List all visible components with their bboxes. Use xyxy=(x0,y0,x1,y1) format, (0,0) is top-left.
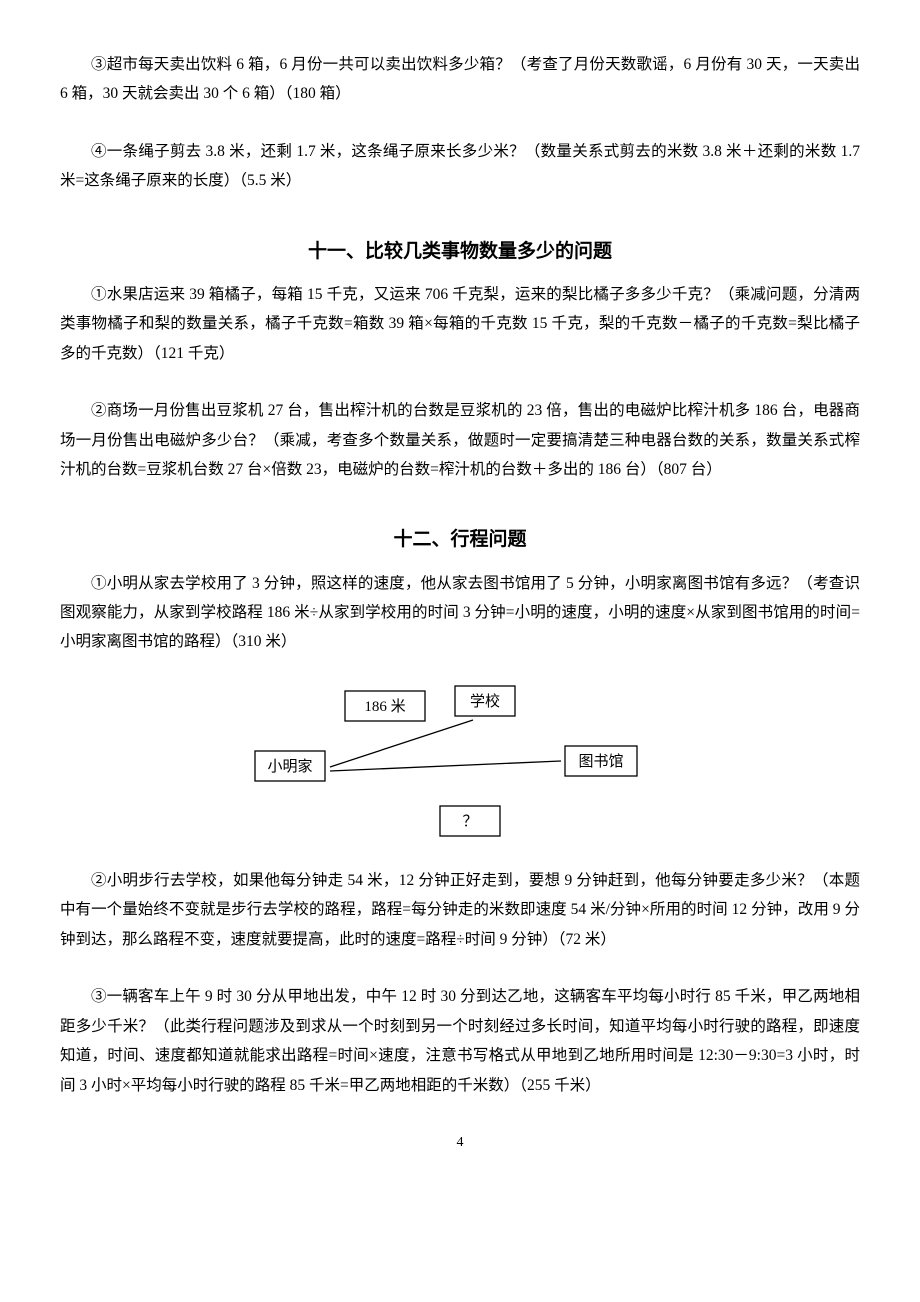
svg-text:？: ？ xyxy=(462,814,477,830)
heading-11: 十一、比较几类事物数量多少的问题 xyxy=(60,234,860,270)
problem-11-2: ②商场一月份售出豆浆机 27 台，售出榨汁机的台数是豆浆机的 23 倍，售出的电… xyxy=(60,396,860,484)
route-diagram: 186 米 学校小明家 图书馆 ？ xyxy=(245,681,675,846)
problem-11-1: ①水果店运来 39 箱橘子，每箱 15 千克，又运来 706 千克梨，运来的梨比… xyxy=(60,280,860,368)
svg-text:学校: 学校 xyxy=(470,693,500,710)
problem-12-3: ③一辆客车上午 9 时 30 分从甲地出发，中午 12 时 30 分到达乙地，这… xyxy=(60,982,860,1100)
problem-4-rope: ④一条绳子剪去 3.8 米，还剩 1.7 米，这条绳子原来长多少米？（数量关系式… xyxy=(60,137,860,196)
svg-text:小明家: 小明家 xyxy=(267,758,312,775)
svg-text:186 米: 186 米 xyxy=(364,698,405,715)
problem-12-2: ②小明步行去学校，如果他每分钟走 54 米，12 分钟正好走到，要想 9 分钟赶… xyxy=(60,866,860,954)
heading-12: 十二、行程问题 xyxy=(60,522,860,558)
page-number: 4 xyxy=(60,1130,860,1157)
problem-12-1: ①小明从家去学校用了 3 分钟，照这样的速度，他从家去图书馆用了 5 分钟，小明… xyxy=(60,569,860,657)
problem-3-beverage: ③超市每天卖出饮料 6 箱，6 月份一共可以卖出饮料多少箱？（考查了月份天数歌谣… xyxy=(60,50,860,109)
svg-text:图书馆: 图书馆 xyxy=(578,753,623,770)
